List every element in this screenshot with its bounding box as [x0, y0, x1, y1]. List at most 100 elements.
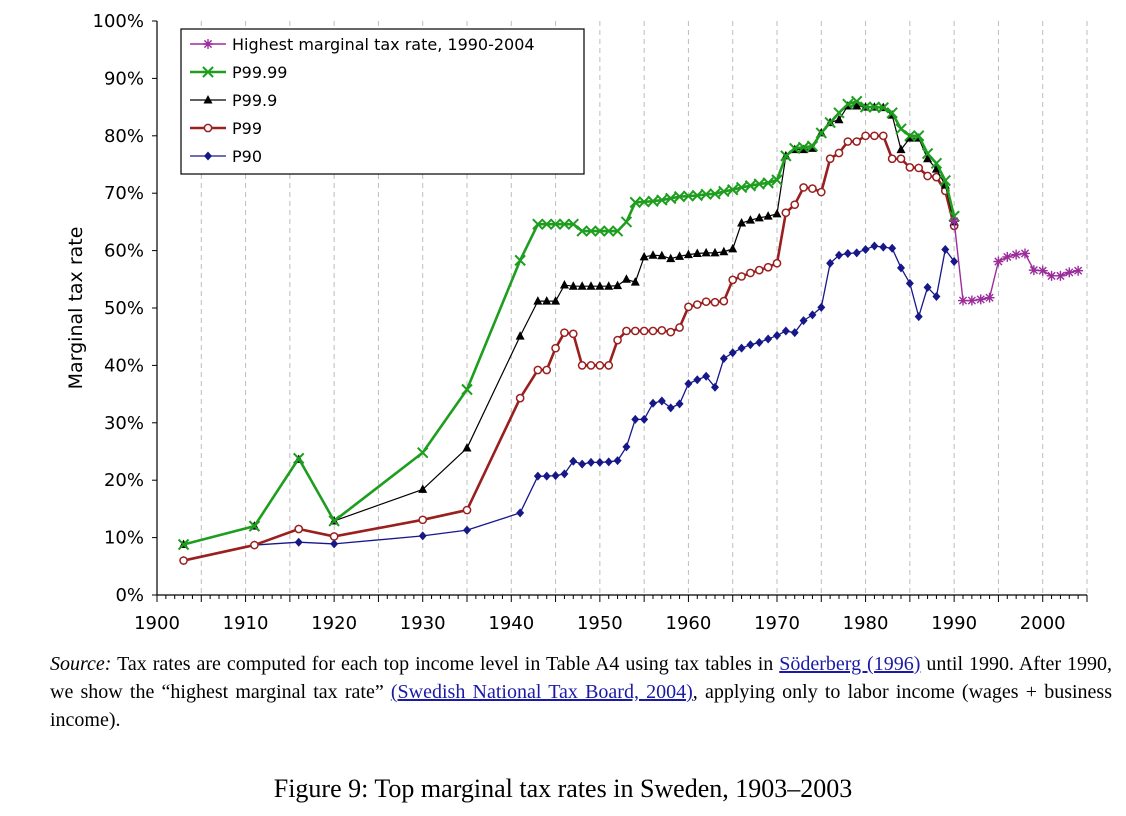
data-point-highest-marginal-tax-rate-1990-2004: [993, 256, 1004, 267]
data-point-p99-9: [586, 281, 596, 290]
data-point-p99-99: [594, 225, 606, 237]
data-point-highest-marginal-tax-rate-1990-2004: [1028, 265, 1039, 276]
data-point-p99: [878, 131, 888, 141]
data-point-p99: [630, 326, 640, 336]
legend-marker: [204, 151, 212, 161]
figure-caption: Figure 9: Top marginal tax rates in Swed…: [273, 774, 853, 803]
legend-label: Highest marginal tax rate, 1990-2004: [232, 35, 535, 54]
data-point-p99-99: [771, 174, 783, 186]
data-point-p99-9: [595, 281, 605, 290]
data-point-p90: [631, 414, 640, 424]
data-point-highest-marginal-tax-rate-1990-2004: [966, 295, 977, 306]
data-point-p99-9: [799, 144, 809, 154]
data-point-p90: [728, 348, 737, 358]
y-tick-label: 80%: [104, 126, 144, 147]
data-point-p99: [932, 172, 941, 182]
data-point-p99-99: [753, 178, 765, 190]
data-point-p90: [897, 263, 905, 273]
source-note: Source: Tax rates are computed for each …: [50, 650, 1112, 734]
data-point-p90: [781, 326, 790, 336]
data-point-p99-99: [673, 190, 686, 203]
data-point-p90: [790, 328, 799, 338]
data-point-p99-99: [904, 130, 916, 142]
data-point-p99-9: [754, 212, 764, 222]
tick-labels: 0% 10% 20% 30% 40% 50% 60% 70% 80% 90% 100% 1900 191…: [93, 11, 1066, 634]
data-point-p99-99: [682, 190, 695, 202]
x-tick-label: 1980: [843, 613, 889, 634]
data-point-p99: [692, 300, 702, 309]
data-point-p99-9: [675, 251, 685, 260]
x-tick-label: 1950: [577, 613, 623, 634]
series-p99: [179, 131, 959, 565]
data-point-p90: [666, 403, 675, 413]
data-point-p90: [932, 292, 941, 302]
x-tick-label: 1910: [223, 613, 269, 634]
data-point-p99-99: [859, 101, 872, 113]
data-point-p99-9: [763, 211, 773, 220]
data-point-p99-99: [948, 210, 960, 222]
x-tick-label: 1970: [754, 613, 800, 634]
data-point-p99: [250, 540, 259, 550]
data-point-p90: [879, 242, 888, 252]
data-point-p99: [710, 297, 720, 307]
data-point-p99-99: [789, 142, 801, 155]
data-point-p90: [595, 457, 604, 467]
x-tick-label: 2000: [1020, 613, 1066, 634]
link-swedish-tax-board[interactable]: (Swedish National Tax Board, 2004): [390, 681, 693, 703]
data-point-p90: [755, 337, 764, 347]
series-p99-99: [177, 95, 960, 551]
data-point-p90: [870, 241, 879, 251]
data-point-p90: [861, 244, 870, 254]
data-point-p99-99: [851, 95, 863, 108]
data-point-p90: [808, 310, 817, 320]
data-point-p99-99: [939, 174, 951, 187]
data-point-p90: [578, 459, 587, 469]
data-point-p99: [763, 262, 773, 272]
data-point-p99: [684, 302, 693, 312]
data-point-p99-99: [461, 383, 473, 396]
data-point-p99-99: [647, 195, 659, 207]
legend-marker: [203, 123, 213, 133]
y-tick-label: 0%: [115, 585, 144, 606]
x-tick-label: 1930: [400, 613, 446, 634]
link-soderberg[interactable]: Söderberg (1996): [779, 653, 921, 675]
data-point-p99-9: [559, 280, 569, 289]
data-point-p99-9: [772, 208, 782, 218]
data-point-p99: [843, 137, 853, 146]
data-point-p99: [604, 361, 614, 370]
data-point-p99: [799, 183, 808, 192]
y-tick-label: 10%: [104, 528, 144, 549]
data-point-p99: [816, 187, 826, 197]
y-tick-label: 30%: [104, 413, 144, 434]
data-point-p90: [817, 302, 826, 312]
data-point-p99-99: [417, 446, 429, 459]
x-tick-label: 1960: [666, 613, 712, 634]
data-point-p99: [568, 329, 578, 339]
data-point-p99: [551, 343, 560, 353]
y-tick-label: 60%: [104, 241, 144, 262]
data-point-p99-99: [293, 452, 305, 465]
data-point-p90: [560, 469, 569, 479]
data-point-p99: [515, 393, 525, 403]
data-point-highest-marginal-tax-rate-1990-2004: [1037, 265, 1048, 276]
series-line-p99: [183, 134, 956, 562]
data-point-p99-99: [558, 218, 571, 230]
data-point-p99: [560, 328, 569, 338]
legend-label: P99: [232, 119, 262, 138]
y-tick-label: 50%: [104, 298, 144, 319]
data-point-p99-99: [665, 192, 677, 205]
data-point-p90: [843, 248, 852, 258]
data-point-p99-99: [620, 216, 633, 228]
data-point-p90: [542, 471, 551, 481]
data-point-p99-99: [815, 127, 827, 139]
data-point-p99-9: [551, 296, 561, 305]
data-point-p90: [711, 382, 719, 392]
data-point-p99-99: [709, 188, 721, 200]
data-point-p99-9: [648, 250, 658, 259]
data-point-p99-9: [630, 277, 640, 286]
data-point-p99-9: [542, 296, 552, 305]
grid: [200, 21, 1088, 595]
data-point-p90: [737, 343, 746, 353]
data-point-p99-99: [700, 188, 712, 201]
legend-box: [180, 28, 585, 175]
